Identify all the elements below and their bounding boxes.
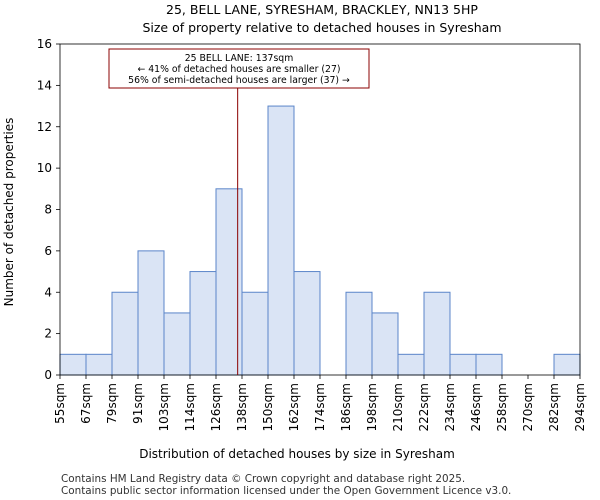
y-tick-label: 4 — [44, 285, 52, 299]
y-tick-label: 2 — [44, 327, 52, 341]
bars-group — [59, 105, 581, 376]
chart-title: 25, BELL LANE, SYRESHAM, BRACKLEY, NN13 … — [166, 2, 478, 17]
x-tick-label: 294sqm — [573, 383, 587, 431]
bar-234sqm — [449, 353, 477, 376]
bar-103sqm — [163, 312, 191, 376]
x-tick-label: 79sqm — [105, 383, 119, 424]
y-tick-label: 16 — [37, 37, 52, 51]
annotation-frame — [108, 48, 370, 89]
y-tick-label: 6 — [44, 244, 52, 258]
y-tick-label: 0 — [44, 368, 52, 382]
annotation-line-3: 56% of semi-detached houses are larger (… — [128, 75, 350, 86]
x-tick-label: 174sqm — [313, 383, 327, 431]
bar-186sqm — [345, 291, 373, 376]
x-tick-label: 210sqm — [391, 383, 405, 431]
x-tick-label: 114sqm — [183, 383, 197, 431]
x-tick-label: 103sqm — [157, 383, 171, 431]
x-tick-label: 258sqm — [495, 383, 509, 431]
x-tick-label: 222sqm — [417, 383, 431, 431]
bar-246sqm — [475, 353, 503, 376]
bar-67sqm — [85, 353, 113, 376]
bar-282sqm — [553, 353, 581, 376]
footer-line-2: Contains public sector information licen… — [61, 485, 511, 497]
plot-frame — [59, 43, 581, 376]
bar-79sqm — [111, 291, 139, 376]
x-tick-label: 67sqm — [79, 383, 93, 424]
y-ticks: 0 2 4 6 8 10 12 14 16 — [37, 37, 60, 382]
x-tick-label: 55sqm — [53, 383, 67, 424]
bar-162sqm — [293, 271, 321, 376]
bar-114sqm — [189, 271, 217, 376]
bar-222sqm — [423, 291, 451, 376]
chart-subtitle: Size of property relative to detached ho… — [142, 20, 501, 35]
x-ticks: 55sqm 67sqm 79sqm 91sqm 103sqm 114sqm 126sqm 13… — [53, 375, 587, 431]
annotation-box: 25 BELL LANE: 137sqm ← 41% of detached h… — [108, 48, 370, 89]
y-tick-label: 12 — [37, 120, 52, 134]
x-axis-label: Distribution of detached houses by size … — [139, 447, 455, 461]
x-tick-label: 162sqm — [287, 383, 301, 431]
x-tick-label: 186sqm — [339, 383, 353, 431]
x-tick-label: 270sqm — [521, 383, 535, 431]
bar-150sqm — [267, 105, 295, 376]
x-tick-label: 234sqm — [443, 383, 457, 431]
x-tick-label: 246sqm — [469, 383, 483, 431]
footer-line-1: Contains HM Land Registry data © Crown c… — [61, 473, 465, 485]
annotation-line-2: ← 41% of detached houses are smaller (27… — [138, 64, 341, 75]
y-tick-label: 14 — [37, 78, 52, 92]
x-tick-label: 282sqm — [547, 383, 561, 431]
bar-198sqm — [371, 312, 399, 376]
x-tick-label: 138sqm — [235, 383, 249, 431]
bar-210sqm — [397, 353, 425, 376]
y-tick-label: 8 — [44, 203, 52, 217]
annotation-line-1: 25 BELL LANE: 137sqm — [185, 53, 294, 64]
bar-55sqm — [59, 353, 87, 376]
bar-138sqm — [241, 291, 269, 376]
x-tick-label: 150sqm — [261, 383, 275, 431]
x-tick-label: 91sqm — [131, 383, 145, 424]
bar-91sqm — [137, 250, 165, 376]
x-tick-label: 126sqm — [209, 383, 223, 431]
x-tick-label: 198sqm — [365, 383, 379, 431]
y-tick-label: 10 — [37, 161, 52, 175]
y-axis-label: Number of detached properties — [2, 118, 16, 307]
